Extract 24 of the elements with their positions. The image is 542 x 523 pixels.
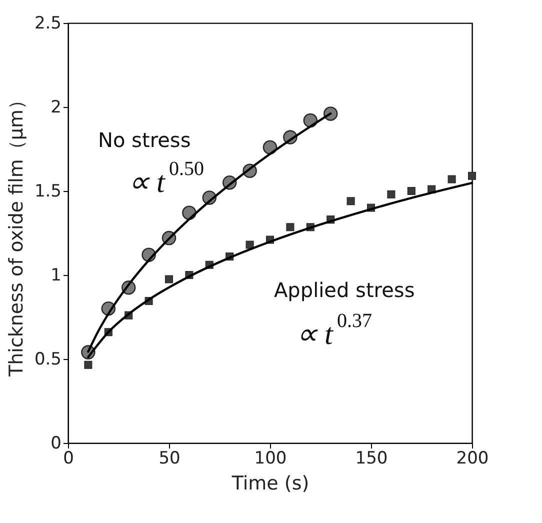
point [468, 172, 476, 180]
y-tick-label: 1 [50, 266, 62, 286]
y-tick-label: 0 [50, 434, 62, 454]
point [387, 190, 396, 198]
point [246, 240, 254, 249]
x-tick-label: 50 [158, 448, 180, 468]
y-axis-title: Thickness of oxide film（μm） [5, 90, 28, 378]
x-axis-title: Time (s) [230, 472, 310, 494]
y-tick-label: 1.5 [34, 182, 62, 202]
x-tick-label: 200 [456, 448, 489, 468]
point [448, 175, 456, 184]
y-tick-label: 2.5 [34, 14, 62, 34]
x-tick-label: 100 [254, 448, 287, 468]
annotation: Applied stress [274, 278, 415, 302]
annotation: No stress [98, 128, 191, 152]
y-tick-label: 0.5 [34, 350, 62, 370]
point [346, 197, 355, 206]
point [84, 360, 92, 369]
y-tick-label: 2 [50, 98, 62, 118]
point [407, 186, 416, 196]
point [164, 275, 174, 284]
point [286, 223, 294, 232]
x-tick-label: 150 [355, 448, 388, 468]
x-tick-label: 0 [63, 448, 74, 468]
